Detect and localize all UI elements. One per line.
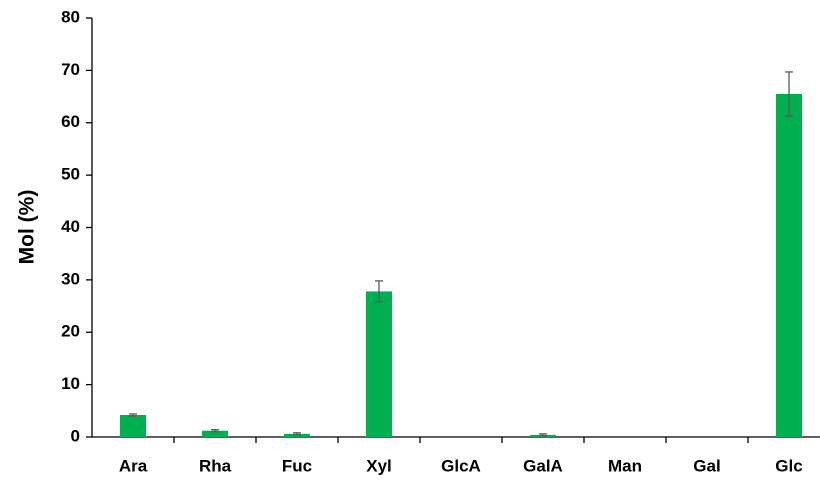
y-tick-label: 30 bbox=[61, 269, 80, 288]
x-tick-label: Fuc bbox=[282, 456, 312, 475]
bar bbox=[366, 291, 392, 437]
y-tick-label: 20 bbox=[61, 322, 80, 341]
x-tick-label: GlcA bbox=[441, 456, 481, 475]
x-tick-label: Ara bbox=[119, 456, 148, 475]
y-tick-label: 40 bbox=[61, 217, 80, 236]
x-tick-label: GalA bbox=[523, 456, 563, 475]
x-tick-label: Glc bbox=[775, 456, 802, 475]
y-tick-label: 70 bbox=[61, 60, 80, 79]
y-axis-label: Mol (%) bbox=[16, 190, 39, 265]
y-tick-label: 10 bbox=[61, 374, 80, 393]
x-tick-label: Man bbox=[608, 456, 642, 475]
y-tick-label: 0 bbox=[71, 426, 80, 445]
x-tick-label: Xyl bbox=[366, 456, 392, 475]
x-tick-label: Rha bbox=[199, 456, 232, 475]
y-tick-label: 50 bbox=[61, 165, 80, 184]
y-tick-label: 80 bbox=[61, 7, 80, 26]
bar bbox=[120, 415, 146, 437]
bar bbox=[202, 430, 228, 437]
bar bbox=[776, 93, 802, 437]
x-tick-label: Gal bbox=[693, 456, 720, 475]
y-tick-label: 60 bbox=[61, 112, 80, 131]
